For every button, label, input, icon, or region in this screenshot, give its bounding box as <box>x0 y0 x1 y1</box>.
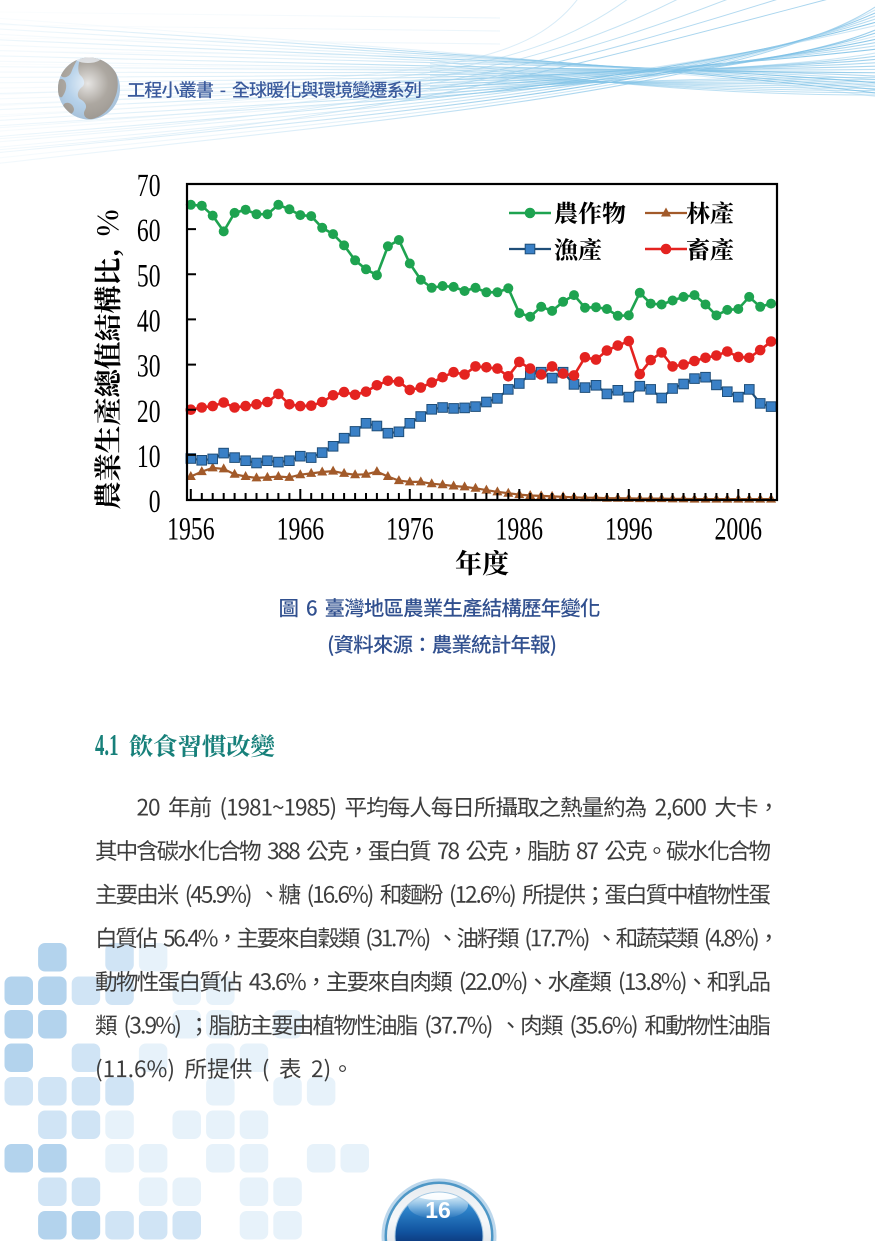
svg-text:60: 60 <box>137 213 161 249</box>
svg-text:16: 16 <box>425 1197 451 1223</box>
svg-text:4.1: 4.1 <box>95 727 119 762</box>
svg-text:10: 10 <box>137 439 161 475</box>
svg-text:40: 40 <box>137 304 161 340</box>
svg-text:70: 70 <box>137 168 161 204</box>
svg-text:2006: 2006 <box>715 512 763 548</box>
svg-text:1966: 1966 <box>277 512 325 548</box>
svg-text:0: 0 <box>149 484 161 520</box>
svg-text:30: 30 <box>137 349 161 385</box>
svg-text:50: 50 <box>137 258 161 294</box>
svg-text:20: 20 <box>137 394 161 430</box>
svg-text:1986: 1986 <box>496 512 544 548</box>
svg-text:1956: 1956 <box>167 512 215 548</box>
svg-text:1996: 1996 <box>605 512 653 548</box>
svg-text:1976: 1976 <box>386 512 434 548</box>
